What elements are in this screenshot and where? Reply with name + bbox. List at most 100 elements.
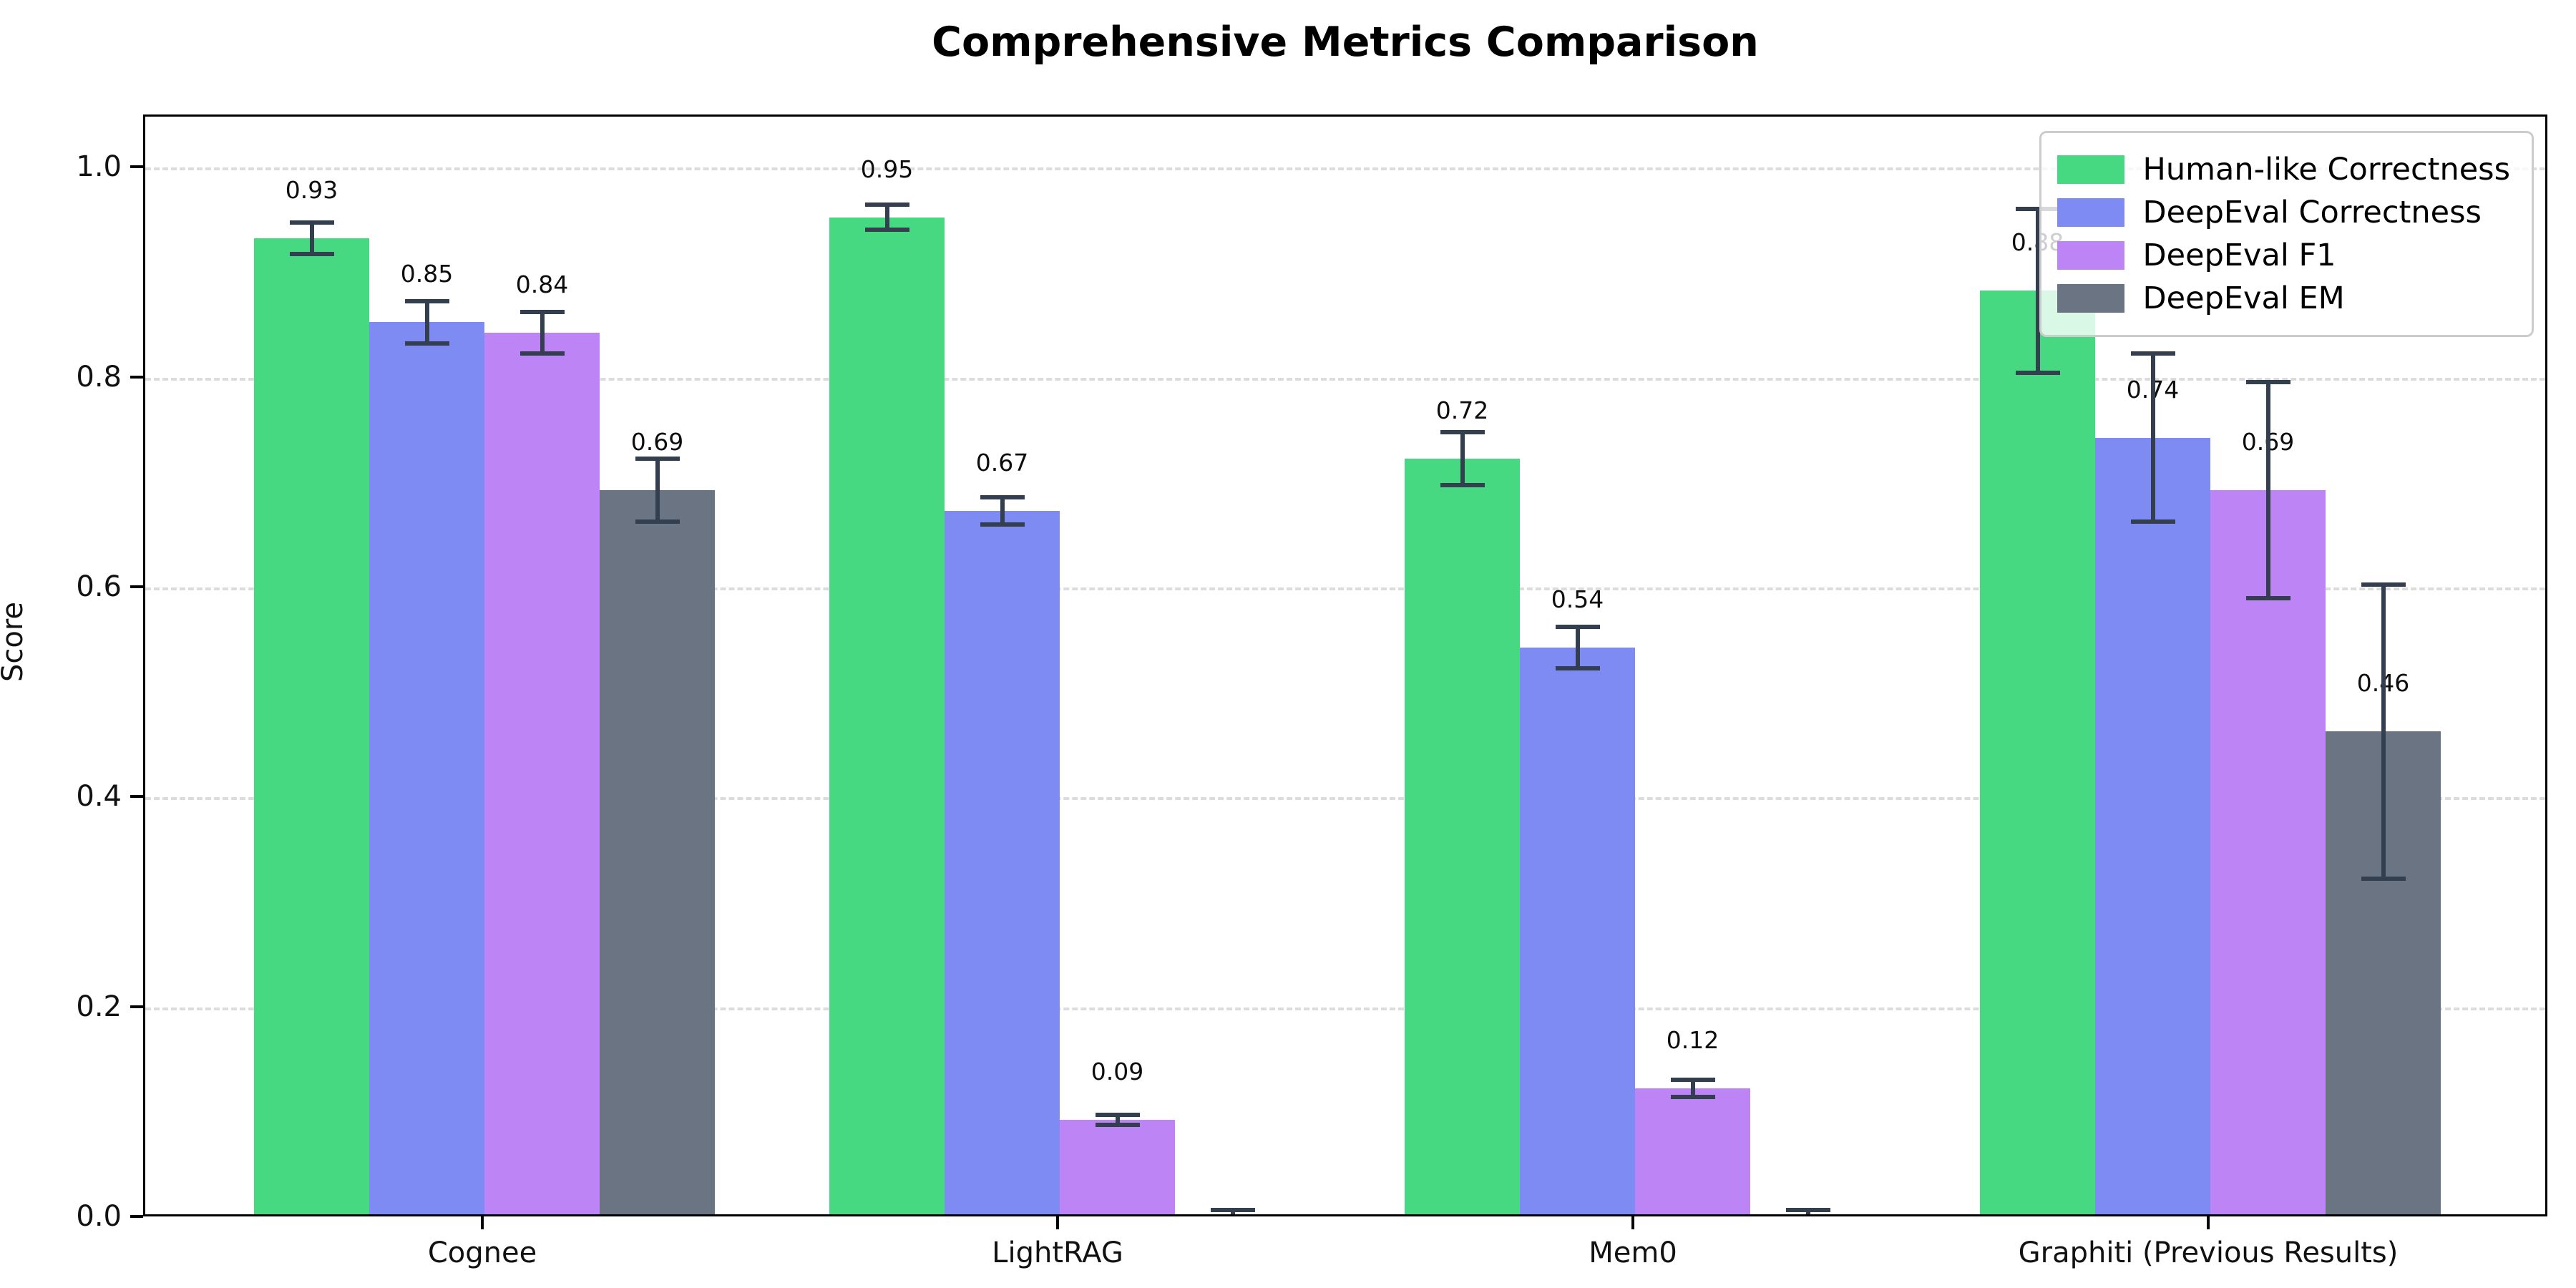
error-bar [655,459,660,522]
y-tick-label: 0.8 [76,360,122,394]
bar-value-label: 0.93 [285,176,338,204]
y-tick-mark [130,1005,143,1008]
error-bar [1115,1114,1120,1126]
y-tick-label: 0.6 [76,570,122,603]
error-bar-cap [1670,1078,1715,1083]
error-bar-cap [1440,482,1485,487]
error-bar [540,311,545,354]
error-bar-cap [1095,1123,1140,1128]
bar-value-label: 0.12 [1666,1026,1719,1054]
legend-label: DeepEval EM [2142,280,2345,316]
error-bar-cap [1440,430,1485,435]
error-bar-cap [1095,1112,1140,1117]
legend-label: DeepEval Correctness [2142,195,2482,230]
error-bar-cap [2361,876,2406,881]
x-category-label: Graphiti (Previous Results) [2018,1236,2399,1269]
bar-deepeval-f1 [484,333,600,1214]
error-bar [424,301,429,343]
gridline [145,377,2545,381]
error-bar [2035,208,2040,373]
x-category-label: LightRAG [992,1236,1123,1269]
chart-title: Comprehensive Metrics Comparison [932,19,1759,66]
bar-deepeval-correctness [2095,437,2210,1214]
plot-area: Human-like Correctness DeepEval Correctne… [143,114,2547,1216]
y-tick-mark [130,585,143,588]
gridline [145,167,2545,171]
error-bar [2265,381,2270,599]
error-bar-cap [864,228,909,233]
y-tick-label: 0.0 [76,1200,122,1233]
bar-deepeval-f1 [1060,1120,1175,1214]
error-bar-cap [864,203,909,208]
bar-value-label: 0.09 [1091,1058,1144,1085]
bar-deepeval-f1 [2210,490,2326,1214]
legend-swatch [2057,284,2124,313]
error-bar-cap [2015,370,2060,375]
bar-value-label: 0.54 [1551,585,1604,613]
error-bar-cap [1555,666,1600,671]
error-bar [1460,432,1465,485]
bar-human-like-correctness [829,217,945,1214]
x-category-label: Mem0 [1589,1236,1677,1269]
error-bar-cap [980,522,1025,527]
error-bar-cap [2130,519,2175,524]
legend-label: DeepEval F1 [2142,238,2336,273]
legend-entry: Human-like Correctness [2057,152,2510,187]
gridline [145,797,2545,801]
bar-value-label: 0.72 [1435,396,1489,424]
error-bar-cap [519,309,565,314]
bar-deepeval-f1 [1635,1088,1750,1214]
x-category-label: Cognee [427,1236,537,1269]
y-tick-mark [130,165,143,169]
error-bar-cap [980,495,1025,500]
error-bar-cap [2361,582,2406,587]
legend-swatch [2057,155,2124,184]
error-bar-cap [2130,351,2175,356]
error-bar [309,223,314,254]
bar-deepeval-em [600,490,715,1214]
bar-deepeval-correctness [369,322,484,1214]
legend-entry: DeepEval F1 [2057,238,2510,273]
y-tick-mark [130,1215,143,1218]
bar-value-label: 0.95 [860,155,914,183]
x-tick-mark [481,1216,484,1229]
bar-value-label: 0.69 [630,428,684,456]
error-bar-cap [289,220,334,225]
error-bar-cap [2015,206,2060,211]
y-tick-label: 0.2 [76,990,122,1023]
bar-value-label: 0.85 [400,260,454,288]
legend-label: Human-like Correctness [2142,152,2510,187]
y-tick-mark [130,375,143,379]
bar-human-like-correctness [254,238,369,1214]
error-bar-cap [1785,1208,1830,1213]
error-bar-cap [635,519,680,524]
bar-value-label: 0.84 [515,270,569,298]
gridline [145,587,2545,590]
error-bar [1690,1080,1695,1097]
error-bar-cap [404,341,449,346]
bar-value-label: 0.67 [975,449,1029,477]
error-bar-cap [2245,596,2290,601]
error-bar-cap [1210,1208,1255,1213]
bar-human-like-correctness [1405,459,1520,1214]
error-bar [884,205,889,230]
error-bar [2150,353,2155,522]
error-bar-cap [404,299,449,303]
gridline [145,1007,2545,1010]
x-tick-mark [1631,1216,1634,1229]
bar-deepeval-correctness [1520,648,1635,1214]
legend-swatch [2057,241,2124,270]
y-axis-title: Score [0,601,29,682]
error-bar-cap [289,252,334,256]
error-bar-cap [519,351,565,356]
legend: Human-like Correctness DeepEval Correctne… [2039,131,2534,337]
legend-swatch [2057,198,2124,227]
bar-deepeval-correctness [945,511,1060,1214]
error-bar [1575,626,1580,669]
legend-entry: DeepEval Correctness [2057,195,2510,230]
error-bar [2381,585,2386,879]
legend-entry: DeepEval EM [2057,280,2510,316]
y-tick-label: 1.0 [76,150,122,184]
bar-human-like-correctness [1980,291,2095,1214]
